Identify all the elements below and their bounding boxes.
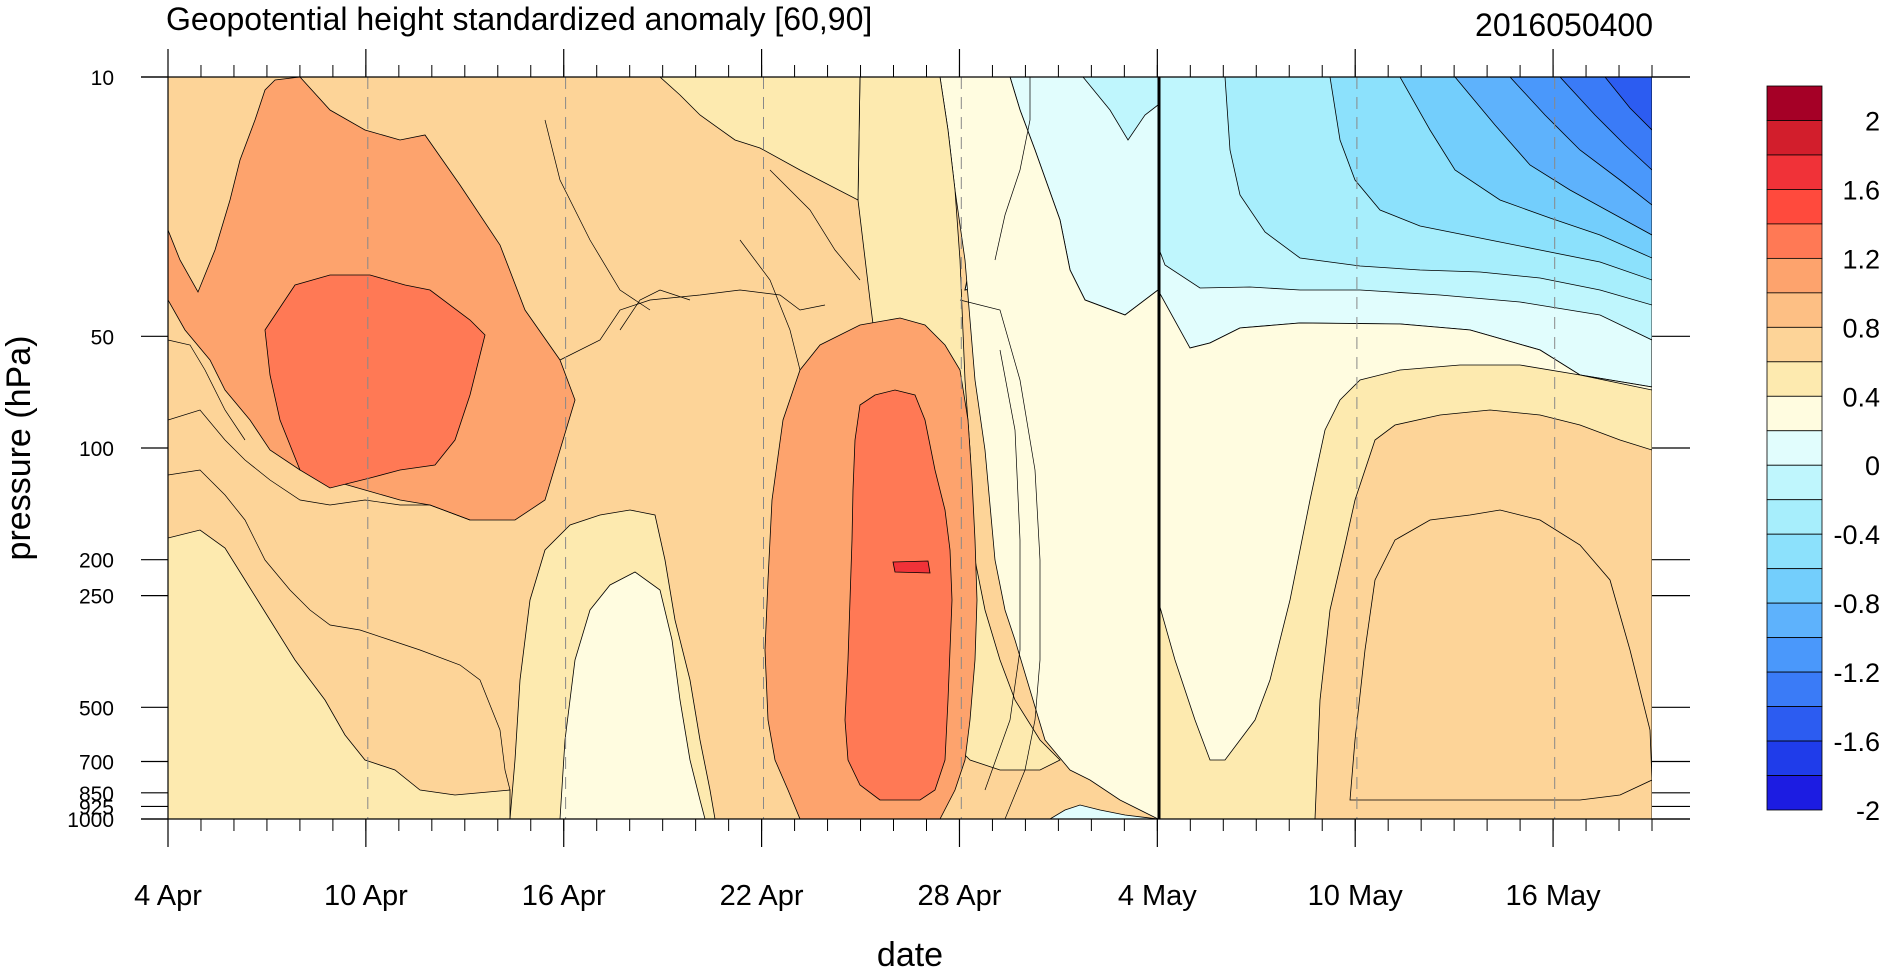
colorbar-label: -1.2 (1833, 658, 1880, 688)
colorbar-label: 1.6 (1842, 175, 1880, 205)
colorbar-band (1766, 85, 1823, 121)
colorbar-label: -2 (1856, 796, 1880, 826)
band-1.0-1.2-center (844, 389, 953, 801)
colorbar-band (1766, 223, 1823, 259)
colorbar-label: -0.8 (1833, 589, 1880, 619)
colorbar-label: 0 (1865, 451, 1880, 481)
y-tick-label: 850 (79, 783, 114, 806)
colorbar-band (1766, 154, 1823, 190)
colorbar-band (1766, 395, 1823, 432)
band-0.2-0.4-left (168, 529, 511, 819)
colorbar-band (1766, 189, 1823, 225)
x-tick-label: 16 Apr (522, 880, 606, 912)
colorbar-band (1766, 499, 1823, 535)
y-tick-label: 250 (79, 586, 114, 609)
colorbar-band (1766, 706, 1823, 742)
colorbar-band (1766, 326, 1823, 363)
colorbar-label: 2 (1865, 106, 1880, 136)
colorbar-label: 0.8 (1842, 313, 1880, 343)
contour-fill-layer (168, 77, 1652, 819)
band-neg-center-2 (1082, 77, 1159, 141)
colorbar-label: -0.4 (1833, 520, 1880, 550)
y-tick-label: 500 (79, 697, 114, 720)
x-tick-label: 10 May (1308, 880, 1404, 912)
chart-date-stamp: 2016050400 (1475, 7, 1653, 43)
band-neg-1.6-1.8 (1604, 77, 1652, 131)
y-tick-label: 700 (79, 752, 114, 775)
y-tick-label: 925 (79, 796, 114, 819)
contour-lines (168, 77, 1041, 819)
x-axis-label: date (877, 936, 943, 969)
x-axis: 4 Apr 10 Apr 16 Apr 22 Apr 28 Apr 4 May 10 May… (134, 49, 1653, 912)
band-0.6-0.8-right (1349, 509, 1652, 801)
x-tick-label: 4 Apr (134, 880, 202, 912)
colorbar-band (1766, 637, 1823, 673)
band-0-0.2-center (939, 77, 1159, 819)
colorbar-band (1766, 464, 1823, 501)
y-tick-label: 200 (79, 550, 114, 573)
colorbar-band (1766, 775, 1823, 811)
band-neg-bottom-4may (1049, 804, 1159, 819)
band-0.2-0.4-top (659, 77, 861, 201)
x-tick-label: 22 Apr (720, 880, 804, 912)
colorbar-label: -1.6 (1833, 727, 1880, 757)
colorbar-band (1766, 533, 1823, 570)
colorbar-band (1766, 602, 1823, 639)
y-axis-label: pressure (hPa) (0, 336, 38, 561)
colorbar-band (1766, 671, 1823, 707)
band-1.0-1.2-left (264, 274, 486, 489)
colorbar-band (1766, 740, 1823, 776)
colorbar-band (1766, 257, 1823, 294)
chart-title: Geopotential height standardized anomaly… (166, 1, 872, 37)
date-gridlines (367, 77, 1556, 819)
x-tick-label: 28 Apr (918, 880, 1002, 912)
colorbar-band (1766, 430, 1823, 466)
colorbar-band (1766, 292, 1823, 328)
y-tick-label: 50 (91, 326, 114, 349)
band-0-0.2-mid (559, 571, 706, 819)
colorbar: 2 1.6 1.2 0.8 0.4 0 -0.4 -0.8 -1.2 -1.6 -2 (1766, 85, 1880, 826)
colorbar-band (1766, 361, 1823, 397)
x-tick-label: 10 Apr (324, 880, 408, 912)
x-tick-label: 4 May (1118, 880, 1197, 912)
band-1.2-1.4-center (892, 560, 931, 574)
y-tick-label: 1000 (67, 809, 114, 832)
colorbar-label: 0.4 (1842, 382, 1880, 412)
y-tick-label: 100 (79, 438, 114, 461)
x-tick-label: 16 May (1506, 880, 1602, 912)
colorbar-band (1766, 568, 1823, 604)
y-tick-label: 10 (91, 67, 114, 90)
colorbar-label: 1.2 (1842, 244, 1880, 274)
colorbar-band (1766, 120, 1823, 156)
